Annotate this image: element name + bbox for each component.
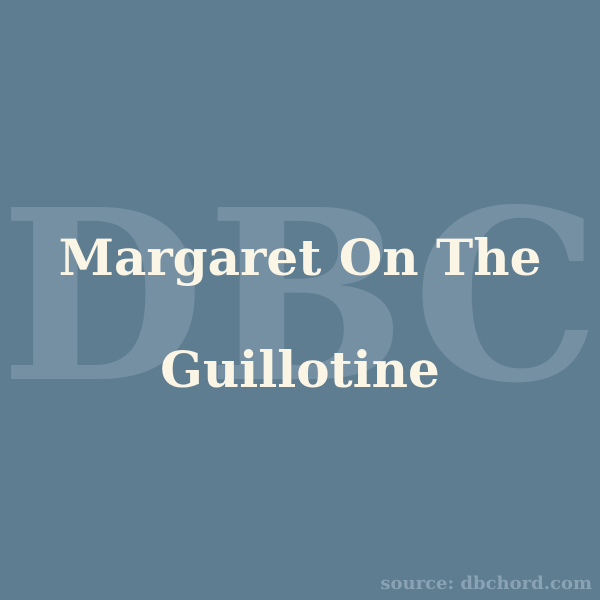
- watermark-logo: DBC: [0, 157, 600, 435]
- song-title: Margaret On The Guillotine: [58, 228, 542, 399]
- source-credit: source: dbchord.com: [380, 573, 592, 594]
